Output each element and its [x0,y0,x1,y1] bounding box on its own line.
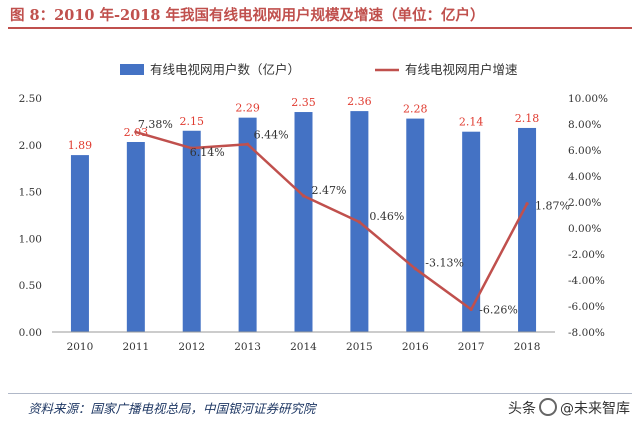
right-tick-label: 2.00% [568,197,601,209]
line-point [190,146,194,150]
x-tick-label: 2017 [458,341,485,353]
line-value-label: 2.47% [312,184,347,197]
right-axis: -8.00% -6.00% -4.00% -2.00% 0.00% 2.00% 4.00% 6… [568,93,608,339]
legend-swatch-bar [120,64,144,75]
line-value-label: 7.38% [138,118,173,131]
right-tick-label: 4.00% [568,171,601,183]
bar-value-label: 2.29 [235,102,260,115]
left-tick-label: 0.00 [19,327,42,339]
x-axis: 2010 2011 2012 2013 2014 2015 2016 2017 2018 [52,331,555,353]
line-series [134,130,529,311]
x-tick-label: 2018 [514,341,541,353]
x-tick-label: 2016 [402,341,429,353]
x-tick-label: 2010 [67,341,94,353]
x-tick-label: 2011 [122,341,149,353]
source-divider [8,393,632,394]
bar [182,130,201,332]
left-tick-label: 1.50 [19,187,42,199]
combo-chart: 有线电视网用户数（亿户） 有线电视网用户增速 0.00 0.50 1.00 1.50 2… [19,62,608,353]
right-tick-label: 6.00% [568,145,601,157]
watermark-logo-icon [539,398,557,416]
bar [238,117,257,332]
bar-value-label: 2.18 [515,112,540,125]
bar [518,127,537,333]
watermark-prefix: 头条 [508,401,536,417]
x-tick-label: 2012 [178,341,205,353]
line-point [357,220,361,224]
x-tick-label: 2015 [346,341,373,353]
legend-label-bar: 有线电视网用户数（亿户） [150,62,300,77]
bar-value-label: 2.35 [291,96,316,109]
watermark-text: @未来智库 [560,401,630,417]
bar-labels: 1.892.032.152.292.352.362.282.142.18 [68,95,540,152]
bar-value-label: 2.15 [179,115,204,128]
left-axis: 0.00 0.50 1.00 1.50 2.00 2.50 [19,93,42,339]
title-underline [8,27,632,29]
legend-label-line: 有线电视网用户增速 [405,62,518,77]
line-point [134,130,138,134]
source-note: 资料来源：国家广播电视总局，中国银河证券研究院 [28,401,316,416]
legend: 有线电视网用户数（亿户） 有线电视网用户增速 [120,62,518,77]
x-tick-label: 2014 [290,341,317,353]
line-point [469,307,473,311]
line-value-label: -6.26% [479,303,518,316]
left-tick-label: 2.00 [19,140,42,152]
bar-series [70,111,537,333]
right-tick-label: -6.00% [568,301,605,313]
right-tick-label: -4.00% [568,275,605,287]
bar [406,118,425,332]
bar [126,141,145,332]
right-tick-label: -8.00% [568,327,605,339]
bar-value-label: 2.14 [459,116,484,129]
right-tick-label: 10.00% [568,93,608,105]
bar-value-label: 2.28 [403,103,428,116]
chart-title: 图 8：2010 年-2018 年我国有线电视网用户规模及增速（单位：亿户） [10,7,485,24]
line-point [525,202,529,206]
growth-line [135,130,529,311]
line-value-label: 6.44% [254,128,289,141]
line-value-label: 1.87% [535,200,570,213]
bar [462,131,481,332]
right-tick-label: -2.00% [568,249,605,261]
line-point [301,194,306,198]
watermark: 头条 @未来智库 [508,398,630,418]
bar [294,112,313,332]
bar-value-label: 1.89 [68,139,93,152]
x-tick-label: 2013 [234,341,261,353]
bar [70,155,89,332]
left-tick-label: 0.50 [19,280,42,292]
line-point [413,267,417,271]
line-value-label: -3.13% [425,257,464,270]
line-labels: 7.38% 6.14% 6.44% 2.47% 0.46% -3.13% -6.26% 1.8… [138,118,570,316]
line-value-label: 0.46% [369,210,404,223]
right-tick-label: 0.00% [568,223,601,235]
bar-value-label: 2.36 [347,95,372,108]
left-tick-label: 2.50 [19,93,42,105]
line-point [246,142,250,146]
left-tick-label: 1.00 [19,233,42,245]
right-tick-label: 8.00% [568,119,601,131]
line-value-label: 6.14% [190,146,225,159]
